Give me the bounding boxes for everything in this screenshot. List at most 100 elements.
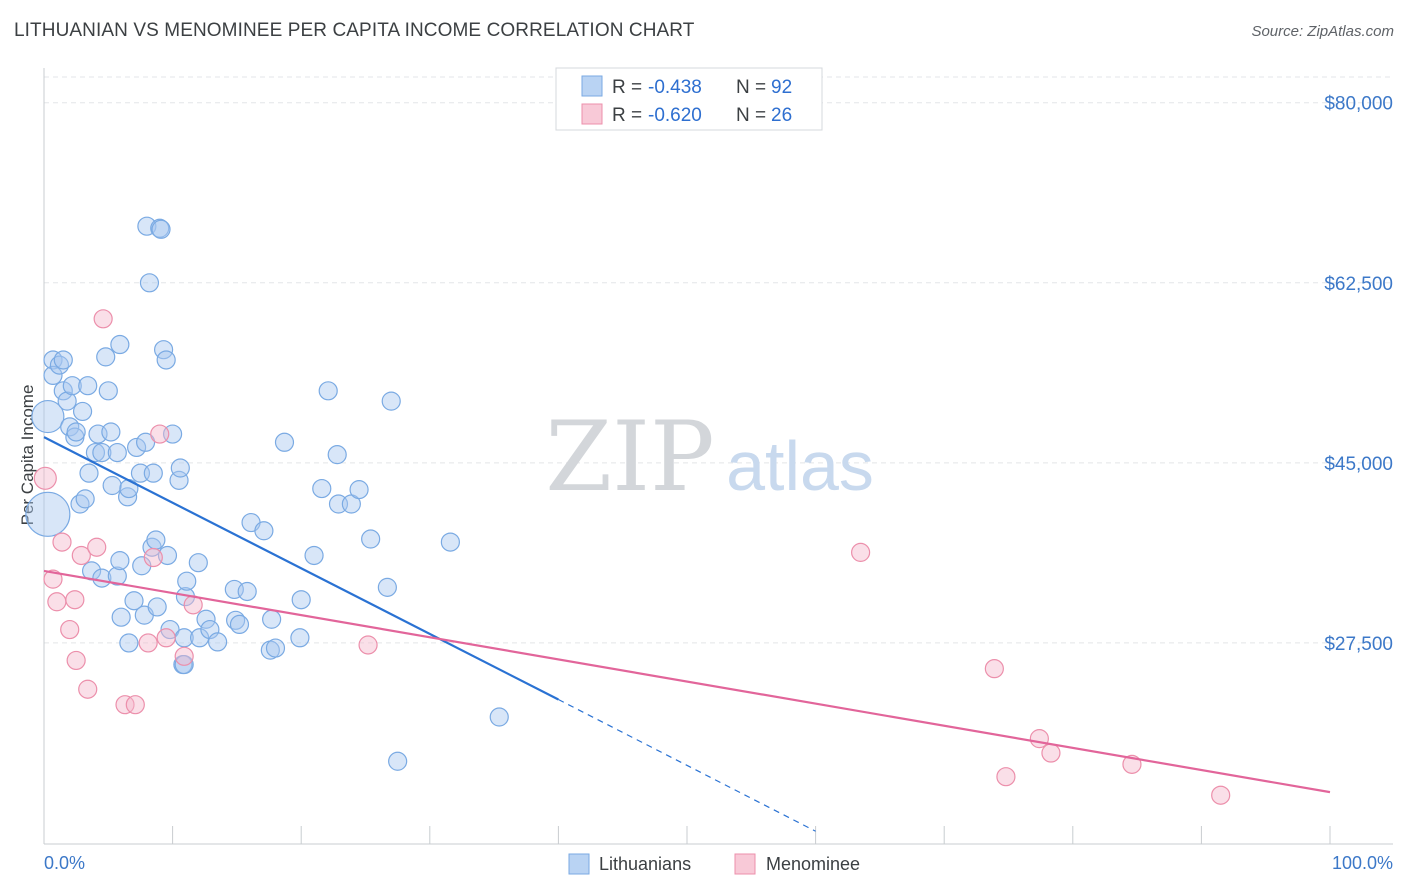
- lithuanians-point-7: [57, 391, 77, 411]
- menominee-point-21: [984, 659, 1004, 679]
- menominee-point-15: [150, 424, 170, 444]
- lithuanians-point-34: [124, 591, 144, 611]
- lithuanians-point-77: [304, 545, 324, 566]
- legend-bottom-swatch-lithuanians: [568, 853, 590, 875]
- lithuanians-point-72: [262, 609, 282, 629]
- lithuanians-point-16: [79, 463, 99, 483]
- menominee-point-9: [87, 537, 107, 557]
- lithuanians-point-61: [190, 628, 210, 648]
- menominee-point-1: [43, 569, 63, 589]
- lithuanians-point-41: [139, 273, 160, 293]
- lithuanians-point-33: [119, 633, 139, 653]
- lithuanians-point-20: [92, 442, 112, 463]
- legend-r-value-1: -0.438: [648, 77, 702, 98]
- menominee-point-16: [156, 628, 176, 648]
- lithuanians-point-4: [49, 355, 70, 375]
- lithuanians-point-2: [43, 350, 63, 370]
- lithuanians-point-49: [156, 350, 176, 370]
- lithuanians-point-59: [177, 571, 197, 591]
- legend-r-label-2: R =: [612, 105, 642, 126]
- lithuanians-point-8: [60, 417, 80, 437]
- lithuanians-point-87: [388, 751, 408, 771]
- legend-n-value-2: 26: [771, 105, 792, 126]
- lithuanians-point-26: [107, 442, 127, 463]
- lithuanians-point-50: [157, 545, 178, 566]
- menominee-point-0: [33, 466, 57, 490]
- watermark-atlas: atlas: [726, 427, 874, 505]
- lithuanians-point-68: [237, 581, 257, 602]
- menominee-point-13: [138, 633, 158, 653]
- lithuanians-point-78: [312, 478, 332, 499]
- lithuanians-point-22: [96, 347, 116, 367]
- menominee-point-5: [65, 590, 85, 610]
- y-tick-label-3: $27,500: [1324, 634, 1393, 655]
- lithuanians-point-54: [170, 458, 190, 478]
- lithuanians-point-84: [361, 529, 381, 549]
- lithuanians-point-24: [101, 422, 121, 442]
- trend-line-lithuanians: [43, 436, 559, 701]
- lithuanians-point-85: [377, 577, 397, 597]
- lithuanians-point-23: [98, 381, 118, 401]
- lithuanians-point-86: [381, 391, 401, 411]
- lithuanians-point-56: [174, 654, 194, 675]
- lithuanians-point-35: [126, 437, 147, 458]
- series-menominee: [33, 309, 1231, 805]
- legend-n-label-1: N =: [736, 77, 766, 98]
- legend-swatch-blue: [581, 75, 603, 97]
- menominee-point-17: [174, 646, 194, 666]
- source-label: Source: ZipAtlas.com: [1251, 23, 1394, 40]
- menominee-point-7: [71, 545, 91, 566]
- y-tick-label-1: $62,500: [1324, 274, 1393, 295]
- lithuanians-point-60: [188, 553, 208, 573]
- menominee-point-24: [1041, 743, 1061, 763]
- legend-bottom-label-menominee: Menominee: [766, 854, 860, 874]
- legend-n-value-1: 92: [771, 77, 792, 98]
- lithuanians-point-9: [62, 376, 82, 396]
- lithuanians-point-39: [135, 432, 156, 452]
- lithuanians-point-74: [274, 432, 295, 452]
- chart-title: LITHUANIAN VS MENOMINEE PER CAPITA INCOM…: [14, 20, 695, 41]
- legend-swatch-pink: [581, 103, 603, 125]
- lithuanians-point-80: [327, 445, 347, 465]
- lithuanians-point-73: [265, 638, 286, 658]
- menominee-point-22: [996, 767, 1016, 787]
- series-lithuanians: [25, 216, 509, 771]
- menominee-point-2: [47, 592, 67, 612]
- lithuanians-point-83: [349, 480, 369, 500]
- legend-r-label-1: R =: [612, 77, 642, 98]
- axes: [43, 68, 1393, 845]
- lithuanians-point-3: [43, 365, 63, 385]
- watermark-zip: ZIP: [545, 401, 714, 513]
- lithuanians-point-76: [291, 590, 311, 610]
- lithuanians-point-45: [147, 597, 167, 617]
- series-legend: Lithuanians Menominee: [568, 853, 860, 875]
- lithuanians-point-75: [290, 628, 310, 648]
- x-tick-label-left: 0.0%: [44, 853, 85, 873]
- menominee-point-26: [1211, 785, 1231, 805]
- lithuanians-point-6: [53, 381, 73, 401]
- lithuanians-point-46: [150, 218, 170, 238]
- lithuanians-point-13: [72, 401, 93, 422]
- lithuanians-point-29: [110, 551, 130, 571]
- y-tick-label-0: $80,000: [1324, 94, 1393, 115]
- lithuanians-point-5: [53, 350, 73, 370]
- lithuanians-point-62: [196, 609, 216, 629]
- x-tick-label-right: 100.0%: [1332, 853, 1393, 873]
- y-tick-label-2: $45,000: [1324, 454, 1393, 475]
- lithuanians-point-88: [440, 532, 460, 552]
- trend-line-menominee: [43, 569, 1331, 794]
- menominee-point-20: [851, 542, 871, 562]
- y-tick-labels: $80,000 $62,500 $45,000 $27,500: [1324, 94, 1393, 655]
- lithuanians-point-32: [119, 478, 139, 499]
- lithuanians-point-79: [318, 381, 338, 401]
- lithuanians-point-11: [66, 422, 86, 442]
- menominee-point-11: [115, 695, 135, 715]
- lithuanians-point-1: [25, 491, 71, 537]
- legend-bottom-swatch-menominee: [734, 853, 756, 875]
- lithuanians-point-64: [208, 632, 228, 652]
- legend-bottom-label-lithuanians: Lithuanians: [599, 854, 691, 874]
- lithuanians-point-89: [489, 707, 509, 727]
- lithuanians-point-18: [85, 442, 106, 463]
- lithuanians-point-44: [146, 530, 166, 550]
